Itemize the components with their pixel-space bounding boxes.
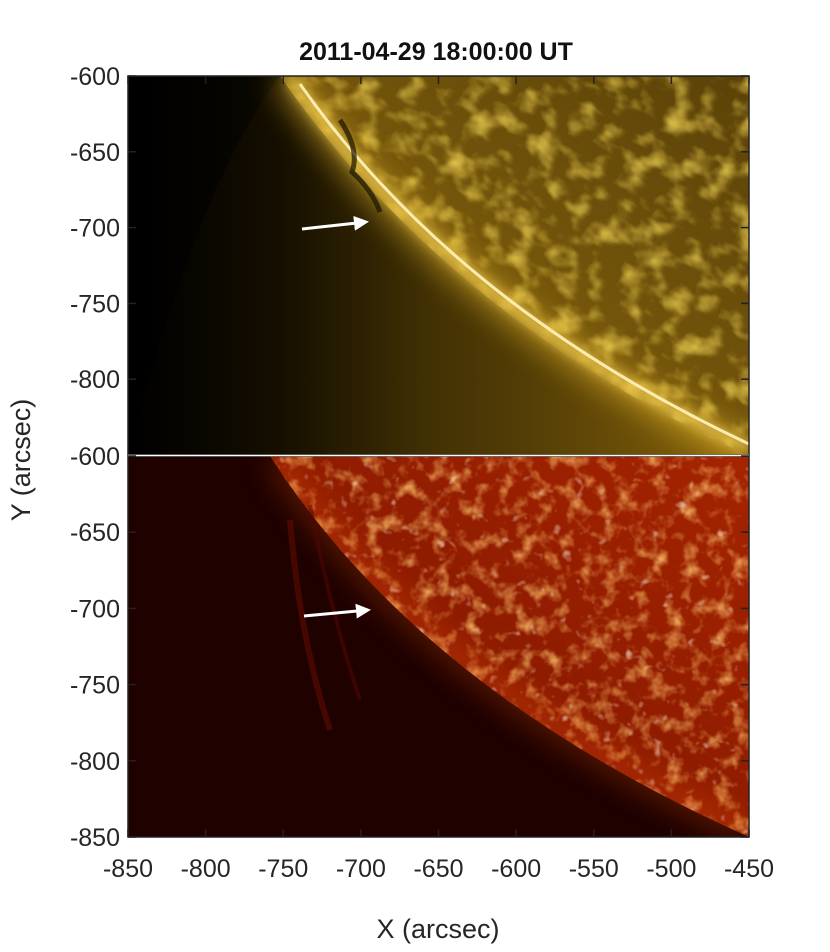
x-tick-label: -800	[181, 855, 231, 883]
y-tick-label-bottom: -600	[70, 443, 120, 471]
y-tick-label-top: -600	[70, 63, 120, 91]
y-tick-label-bottom: -750	[70, 672, 120, 700]
y-tick-label-top: -800	[70, 366, 120, 394]
y-tick-label-bottom: -800	[70, 748, 120, 776]
x-tick-label: -750	[258, 855, 308, 883]
y-tick-label-top: -650	[70, 139, 120, 167]
top-arrow	[301, 215, 369, 231]
x-tick-label: -700	[336, 855, 386, 883]
y-tick-label-bottom: -700	[70, 595, 120, 623]
y-tick-label-bottom: -850	[70, 824, 120, 852]
x-tick-label: -650	[413, 855, 463, 883]
y-tick-label-top: -750	[70, 290, 120, 318]
y-axis-title: Y (arcsec)	[6, 399, 36, 522]
x-tick-label: -500	[646, 855, 696, 883]
x-tick-label: -600	[491, 855, 541, 883]
top-panel-image	[128, 76, 749, 455]
x-tick-label: -850	[103, 855, 153, 883]
figure-title: 2011-04-29 18:00:00 UT	[299, 38, 573, 66]
y-tick-label-bottom: -650	[70, 519, 120, 547]
bottom-arrow	[303, 603, 371, 619]
y-tick-label-top: -700	[70, 215, 120, 243]
x-tick-label: -450	[724, 855, 774, 883]
bottom-panel-image	[128, 456, 749, 837]
x-axis-title: X (arcsec)	[376, 914, 499, 944]
x-tick-label: -550	[569, 855, 619, 883]
axis-ticks: -850 -800 -750 -700 -650 -600 -550 -500 -450 -600…	[70, 63, 774, 883]
